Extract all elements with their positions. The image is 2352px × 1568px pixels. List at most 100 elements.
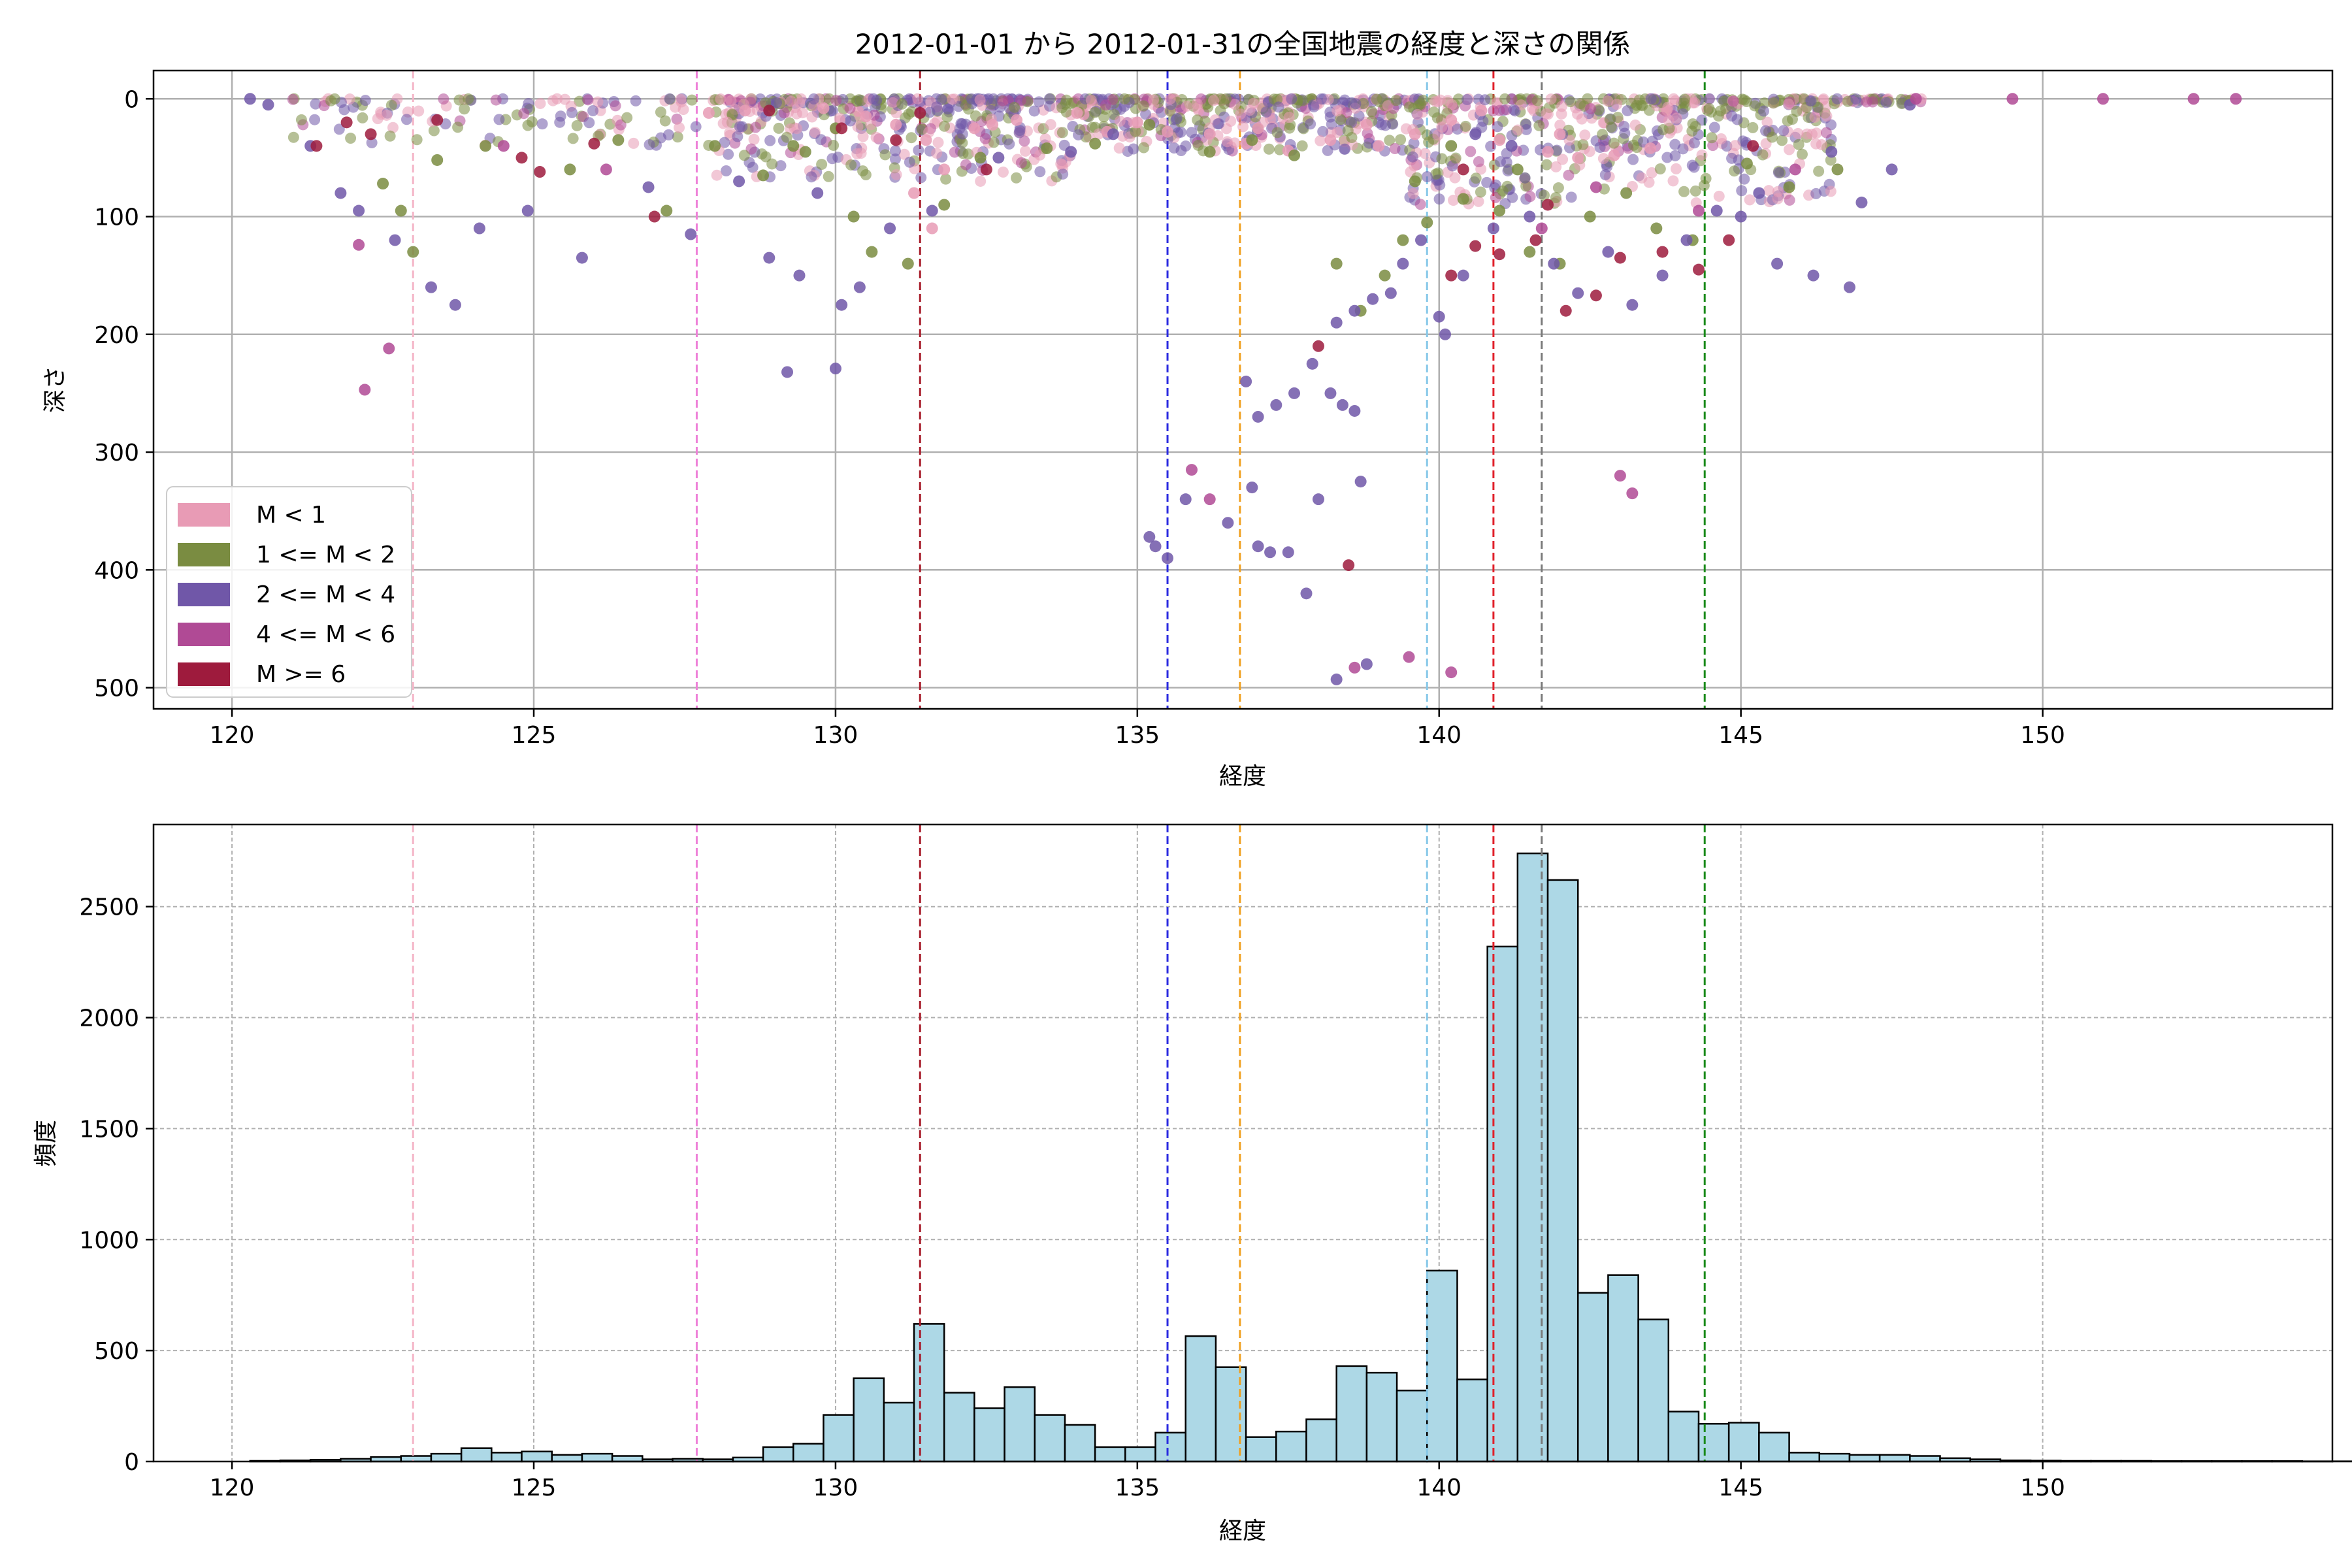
scatter-point xyxy=(574,95,585,107)
histogram-bar xyxy=(521,1450,553,1463)
scatter-point xyxy=(857,165,869,177)
scatter-point xyxy=(515,152,528,164)
scatter-point xyxy=(1688,161,1700,173)
scatter-point xyxy=(1397,234,1409,246)
scatter-point xyxy=(1710,204,1723,217)
scatter-point xyxy=(1533,120,1545,131)
scatter-point xyxy=(1545,93,1557,105)
scatter-point xyxy=(1554,128,1566,140)
scatter-point xyxy=(1367,293,1379,305)
scatter-point xyxy=(1417,94,1429,106)
scatter-point xyxy=(1735,210,1747,223)
scatter-point xyxy=(592,96,604,108)
scatter-point xyxy=(1409,128,1421,140)
scatter-point xyxy=(1771,257,1784,270)
histogram-bar xyxy=(1607,1274,1639,1463)
scatter-point xyxy=(1336,399,1348,411)
histogram-bar xyxy=(611,1455,644,1463)
scatter-point xyxy=(340,116,353,129)
scatter-point xyxy=(551,93,563,105)
scatter-point xyxy=(913,144,924,156)
scatter-point xyxy=(642,181,655,193)
histogram-bar xyxy=(460,1447,493,1463)
scatter-point xyxy=(890,169,902,180)
scatter-point xyxy=(709,140,721,152)
histogram-bar xyxy=(1818,1452,1851,1463)
scatter-point xyxy=(1584,210,1596,223)
scatter-point xyxy=(1371,93,1382,105)
scatter-point xyxy=(395,204,407,217)
scatter-point xyxy=(1085,94,1097,106)
scatter-point xyxy=(889,153,901,165)
scatter-point xyxy=(939,120,951,132)
scatter-point xyxy=(1248,97,1260,109)
scatter-point xyxy=(1703,103,1715,114)
scatter-point xyxy=(1542,146,1554,158)
scatter-point xyxy=(857,131,869,142)
scatter-point xyxy=(244,93,256,105)
scatter-point xyxy=(431,154,444,166)
scatter-point xyxy=(727,108,738,120)
scatter-point xyxy=(1317,125,1329,137)
scatter-point xyxy=(1706,132,1718,144)
scatter-point xyxy=(345,133,357,144)
scatter-point xyxy=(806,171,817,183)
scatter-point xyxy=(1766,131,1778,143)
scatter-point xyxy=(1715,133,1727,144)
scatter-point xyxy=(493,114,505,125)
histogram-bar xyxy=(1667,1411,1700,1463)
scatter-point xyxy=(526,116,538,127)
scatter-point xyxy=(1807,269,1820,282)
scatter-point xyxy=(960,118,972,130)
histogram-bar xyxy=(1727,1422,1760,1463)
scatter-point xyxy=(411,134,423,146)
scatter-point xyxy=(847,210,860,223)
scatter-point xyxy=(1089,106,1101,118)
scatter-point xyxy=(1252,540,1264,553)
scatter-point xyxy=(1162,552,1174,564)
scatter-point xyxy=(828,139,840,151)
scatter-point xyxy=(781,366,794,378)
scatter-point xyxy=(1806,128,1818,140)
scatter-point xyxy=(1019,135,1030,147)
scatter-point xyxy=(1604,114,1616,125)
scatter-point xyxy=(1809,111,1821,123)
scatter-point xyxy=(1387,118,1399,130)
scatter-point xyxy=(1057,168,1069,180)
scatter-point xyxy=(1421,216,1433,229)
scatter-point xyxy=(975,175,987,187)
scatter-point xyxy=(1668,93,1680,105)
scatter-point xyxy=(1246,482,1258,494)
histogram-x-tick-label: 135 xyxy=(1115,1475,1160,1501)
scatter-point xyxy=(1270,399,1282,411)
scatter-point xyxy=(1168,142,1180,154)
scatter-point xyxy=(583,117,595,129)
scatter-point xyxy=(1761,116,1773,128)
scatter-point xyxy=(1475,186,1486,198)
scatter-point xyxy=(980,163,992,176)
scatter-point xyxy=(732,131,743,142)
scatter-point xyxy=(1138,142,1150,154)
scatter-point xyxy=(1185,464,1198,476)
scatter-point xyxy=(992,152,1005,164)
scatter-point xyxy=(1019,145,1031,157)
scatter-point xyxy=(1626,487,1639,500)
scatter-point xyxy=(1148,94,1160,106)
histogram-bar xyxy=(1697,1422,1730,1463)
scatter-point xyxy=(1671,163,1682,174)
scatter-point xyxy=(949,146,960,158)
scatter-point xyxy=(884,222,896,235)
scatter-point xyxy=(1831,93,1843,105)
scatter-x-tick-label: 140 xyxy=(1416,722,1462,749)
scatter-point xyxy=(1723,234,1735,246)
scatter-point xyxy=(956,128,968,140)
scatter-point xyxy=(1107,128,1119,140)
scatter-point xyxy=(860,110,872,123)
scatter-point xyxy=(1767,97,1779,109)
scatter-point xyxy=(1729,165,1740,177)
scatter-point xyxy=(915,172,927,184)
scatter-point xyxy=(817,102,830,114)
scatter-point xyxy=(1056,102,1068,114)
scatter-point xyxy=(1850,93,1862,105)
scatter-point xyxy=(353,204,365,217)
